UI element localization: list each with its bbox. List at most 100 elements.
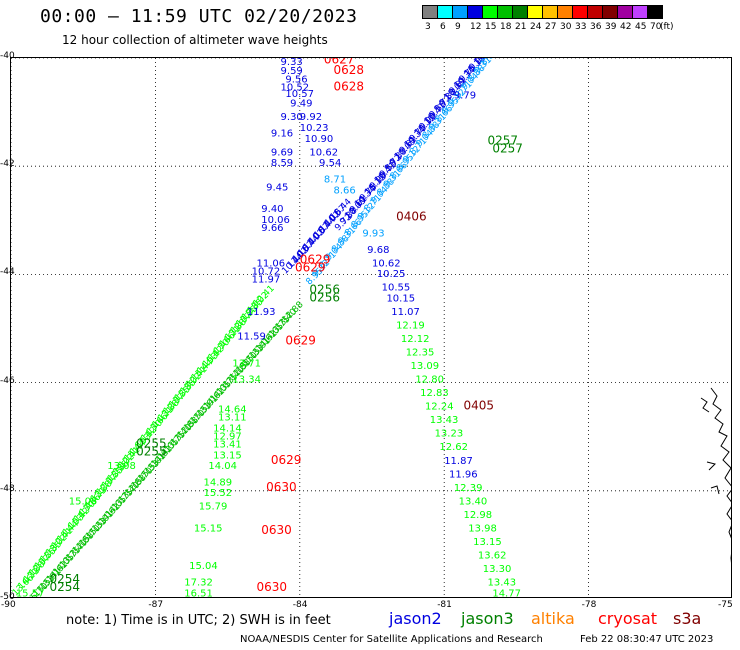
page-title: 00:00 – 11:59 UTC 02/20/2023: [40, 6, 358, 27]
swh-value: 13.15: [473, 537, 502, 548]
color-scale-label: 9: [455, 22, 461, 32]
swh-value: 13.15: [213, 450, 242, 461]
pass-time-label: 0256: [309, 290, 340, 304]
color-scale-label: 45: [635, 22, 647, 32]
swh-value: 9.79: [454, 91, 476, 102]
swh-value: 12.12: [401, 334, 430, 345]
swh-value: 13.34: [232, 375, 261, 386]
color-scale-label: (ft): [660, 22, 674, 32]
swh-value: 15.15: [194, 523, 223, 534]
color-scale-label: 12: [470, 22, 482, 32]
coastline-outline: [700, 387, 731, 564]
swh-value: 12.62: [439, 442, 468, 453]
latitude-label: -44: [0, 267, 15, 278]
swh-value: 9.69: [271, 147, 293, 158]
swh-value: 14.64: [218, 404, 247, 415]
color-scale-label: 39: [605, 22, 617, 32]
pass-time-label: 0629: [271, 453, 302, 467]
map-canvas: 9.729.8810.059.6110.349.7510.129.9010.41…: [11, 58, 731, 598]
page-subtitle: 12 hour collection of altimeter wave hei…: [62, 33, 328, 47]
pass-time-label: 0405: [463, 399, 494, 413]
swh-value: 9.92: [300, 112, 322, 123]
color-scale-label: 30: [560, 22, 572, 32]
swh-value: 9.54: [319, 158, 341, 169]
swh-value: 10.55: [382, 283, 411, 294]
pass-time-label: 0255: [136, 437, 167, 451]
color-scale-label: 15: [485, 22, 497, 32]
track-swh-value: 8.66: [479, 58, 500, 68]
color-swatch: [602, 5, 618, 19]
pass-time-label: 0257: [488, 134, 519, 148]
latitude-label: -50: [0, 592, 15, 602]
color-swatch: [452, 5, 468, 19]
color-swatch: [497, 5, 513, 19]
color-swatch: [422, 5, 438, 19]
pass-time-label: 0255: [136, 445, 167, 459]
swh-value: 12.35: [406, 348, 435, 359]
color-scale-label: 36: [590, 22, 602, 32]
swh-value: 11.07: [391, 307, 420, 318]
swh-value: 9.45: [266, 183, 288, 194]
pass-time-label: 0628: [333, 79, 364, 93]
swh-value: 10.15: [386, 293, 415, 304]
swh-value: 9.68: [367, 245, 389, 256]
pass-time-label: 0406: [396, 209, 427, 223]
swh-value: 10.62: [372, 258, 401, 269]
color-swatch: [647, 5, 663, 19]
color-swatch: [512, 5, 528, 19]
swh-value: 10.57: [285, 89, 314, 100]
color-swatch: [527, 5, 543, 19]
swh-value: 13.98: [468, 523, 497, 534]
color-swatch: [632, 5, 648, 19]
swh-value: 10.52: [281, 82, 310, 93]
swh-value: 15.52: [204, 488, 233, 499]
wave-height-color-scale: 3 6 9 12 15 18 21 24 27 30 33 36 39 42 45 70 (ft): [422, 5, 674, 34]
swh-value: 12.83: [420, 388, 449, 399]
color-scale-label: 3: [425, 22, 431, 32]
longitude-label: -81: [437, 600, 452, 610]
swh-value: 15.57: [16, 588, 45, 598]
swh-value: 10.62: [309, 147, 338, 158]
altimeter-map[interactable]: 9.72 9.88 10.05 9.61 10.34 9.75 10.12 9.90 10.41…: [10, 57, 732, 598]
pass-time-label: 0629: [295, 261, 326, 275]
color-swatch: [587, 5, 603, 19]
swh-value: 15.79: [199, 502, 228, 513]
longitude-label: -84: [292, 600, 308, 610]
swh-value: 14.89: [204, 477, 233, 488]
swh-value: 11.87: [444, 456, 473, 467]
swh-value: 13.40: [459, 496, 488, 507]
footer-timestamp: Feb 22 08:30:47 UTC 2023: [580, 634, 714, 645]
latitude-label: -40: [0, 51, 15, 61]
mission-label-cryosat: cryosat: [598, 609, 658, 628]
pass-time-label: 0254: [50, 572, 81, 586]
swh-value: 12.97: [213, 431, 242, 442]
color-swatch: [572, 5, 588, 19]
swh-value: 12.98: [463, 510, 492, 521]
pass-time-label: 0257: [492, 142, 523, 156]
swh-value: 16.51: [184, 588, 213, 598]
mission-label-jason2: jason2: [389, 609, 442, 628]
pass-time-label: 0629: [285, 334, 316, 348]
swh-value: 14.77: [492, 588, 521, 598]
latitude-label: -46: [0, 375, 15, 386]
swh-value: 15.04: [189, 561, 218, 572]
swh-value: 8.66: [333, 185, 355, 196]
pass-time-label: 0627: [324, 58, 355, 66]
swh-value: 13.71: [232, 358, 261, 369]
swh-value: 9.93: [362, 229, 384, 240]
color-scale-label: 18: [500, 22, 512, 32]
swh-value: 15.05: [69, 496, 98, 507]
swh-value: 12.19: [396, 321, 425, 332]
latitude-label: -48: [0, 483, 15, 494]
color-scale-label: 27: [545, 22, 557, 32]
color-swatch: [437, 5, 453, 19]
swh-value: 9.56: [285, 74, 307, 85]
swh-value: 14.04: [208, 461, 237, 472]
swh-value: 11.93: [247, 307, 276, 318]
color-scale-label: 42: [620, 22, 632, 32]
swh-value: 13.43: [430, 415, 459, 426]
swh-value: 11.96: [449, 469, 478, 480]
mission-label-altika: altika: [531, 609, 575, 628]
swh-value: 10.72: [252, 266, 281, 277]
swh-value: 12.80: [415, 375, 444, 386]
